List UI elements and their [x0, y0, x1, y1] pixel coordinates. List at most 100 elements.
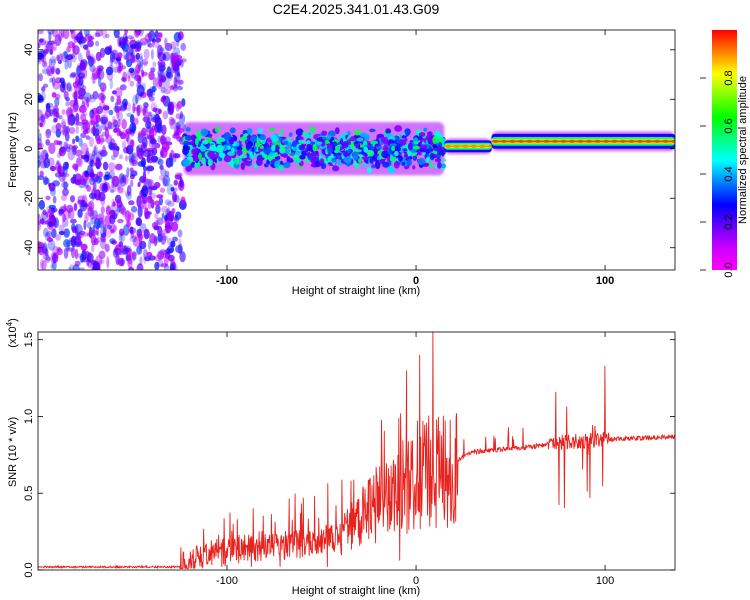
- spectrogram-noise-blob: [141, 59, 149, 66]
- spectrogram-noise-blob: [100, 238, 107, 250]
- spectrogram-noise-blob: [89, 94, 95, 100]
- snr-x-tick-label: 100: [596, 575, 614, 587]
- spectrogram-band-blob: [283, 161, 291, 169]
- spectrogram-noise-blob: [72, 163, 78, 170]
- spectrogram-noise-blob: [50, 55, 57, 64]
- spectrogram-band-blob: [432, 144, 438, 148]
- spectrogram-noise-blob: [169, 263, 175, 270]
- spectrogram-noise-blob: [72, 138, 76, 145]
- spectrogram-noise-blob: [109, 56, 114, 66]
- spectrogram-noise-blob: [75, 35, 79, 41]
- spectrogram-band-blob: [343, 155, 352, 164]
- spectrogram-noise-blob: [126, 167, 130, 178]
- spectrogram-noise-blob: [38, 199, 45, 210]
- spectrogram-noise-blob: [51, 30, 59, 38]
- colorbar-tick-label: 0.0: [723, 262, 735, 277]
- spectrogram-band-blob: [201, 157, 206, 165]
- spectrogram-noise-blob: [83, 154, 90, 163]
- spectrogram-noise-blob: [79, 254, 85, 263]
- snr-x-label: Height of straight line (km): [292, 585, 420, 597]
- spectrogram-noise-blob: [157, 73, 163, 84]
- spectrogram-noise-blob: [55, 122, 62, 132]
- spectrogram-noise-blob: [148, 136, 155, 148]
- spectrogram-band-blob: [393, 161, 400, 169]
- spectrogram-noise-blob: [170, 84, 178, 90]
- spectrogram-noise-blob: [109, 214, 116, 225]
- spectrogram-band-blob: [240, 162, 246, 171]
- spectrogram-noise-blob: [54, 97, 60, 107]
- spectrogram-band-blob: [259, 145, 264, 149]
- spectrogram-noise-blob: [129, 226, 134, 234]
- spectrogram-noise-blob: [156, 123, 163, 134]
- spectrogram-noise-blob: [62, 172, 66, 184]
- spectrogram-noise-blob: [52, 180, 60, 187]
- spectrogram-noise-blob: [42, 251, 49, 260]
- spectrogram-noise-blob: [38, 142, 44, 150]
- spectrogram-noise-blob: [56, 152, 62, 159]
- spectrogram-band-blob: [207, 150, 215, 158]
- spectrogram-noise-blob: [49, 77, 54, 83]
- spectrogram-noise-blob: [86, 222, 92, 229]
- spectrogram-noise-blob: [129, 167, 134, 173]
- spectrogram-y-label: Frequency (Hz): [7, 112, 19, 188]
- spectrogram-noise-blob: [146, 165, 155, 172]
- spectrogram-noise-blob: [93, 146, 97, 157]
- chart-title: C2E4.2025.341.01.43.G09: [273, 1, 440, 17]
- spectrogram-noise-blob: [165, 248, 171, 255]
- snr-frame: [37, 331, 676, 571]
- spectrogram-noise-blob: [158, 74, 166, 82]
- spectrogram-noise-blob: [97, 76, 102, 87]
- spectrogram-noise-blob: [144, 121, 152, 129]
- spectrogram-band-blob: [294, 151, 300, 156]
- spectrogram-band-blob: [406, 159, 412, 166]
- spectrogram-band-blob: [391, 146, 396, 151]
- spectrogram-band-blob: [376, 155, 381, 161]
- spectrogram-noise-blob: [89, 192, 97, 199]
- spectrogram-noise-blob: [113, 30, 120, 39]
- spectrogram-noise-blob: [179, 111, 184, 120]
- spectrogram-noise-blob: [137, 104, 143, 114]
- spectrogram-noise-blob: [118, 111, 123, 122]
- colorbar-tick-label: 0.4: [723, 166, 735, 181]
- spectrogram-noise-blob: [173, 85, 178, 92]
- spectrogram-noise-blob: [43, 157, 50, 169]
- spectrogram-noise-blob: [148, 96, 155, 102]
- spectrogram-noise-blob: [154, 30, 159, 39]
- spectrogram-noise-blob: [46, 237, 54, 242]
- spectrogram-noise-blob: [70, 218, 77, 224]
- spectrogram-noise-blob: [62, 30, 70, 40]
- spectrogram-noise-blob: [51, 92, 57, 98]
- spectrogram-noise-blob: [84, 30, 90, 38]
- spectrogram-noise-blob: [108, 141, 114, 150]
- spectrogram-noise-blob: [45, 211, 52, 218]
- spectrogram-noise-blob: [170, 149, 175, 160]
- spectrogram-noise-blob: [101, 87, 105, 98]
- spectrogram-band-blob: [191, 161, 196, 165]
- spectrogram-noise-blob: [62, 124, 68, 137]
- spectrogram-noise-blob: [92, 180, 97, 193]
- spectrogram-noise-blob: [70, 235, 77, 248]
- spectrogram-noise-blob: [167, 71, 173, 82]
- spectrogram-noise-blob: [38, 52, 44, 60]
- spectrogram-noise-blob: [107, 120, 112, 130]
- spectrogram-band-blob: [239, 154, 248, 159]
- spectrogram-band-blob: [297, 139, 306, 144]
- spectrogram-tone-dot: [662, 139, 669, 143]
- spectrogram-noise-blob: [38, 73, 43, 82]
- spectrogram-noise-blob: [148, 255, 156, 261]
- spectrogram-noise-blob: [97, 213, 105, 220]
- spectrogram-noise-blob: [78, 233, 84, 239]
- spectrogram-noise-blob: [119, 105, 128, 111]
- spectrogram-noise-blob: [46, 230, 52, 239]
- spectrogram-noise-blob: [98, 250, 106, 260]
- spectrogram-noise-blob: [154, 212, 159, 219]
- colorbar-tick-label: 0.2: [723, 214, 735, 229]
- spectrogram-noise-blob: [143, 114, 149, 124]
- spectrogram-noise-blob: [99, 47, 106, 58]
- spectrogram-noise-blob: [161, 212, 165, 219]
- spectrogram-band-blob: [394, 125, 402, 132]
- spectrogram-band-blob: [190, 134, 197, 141]
- snr-background: [38, 332, 675, 570]
- spectrogram-band-blob: [185, 165, 192, 172]
- spectrogram-noise-blob: [109, 78, 114, 90]
